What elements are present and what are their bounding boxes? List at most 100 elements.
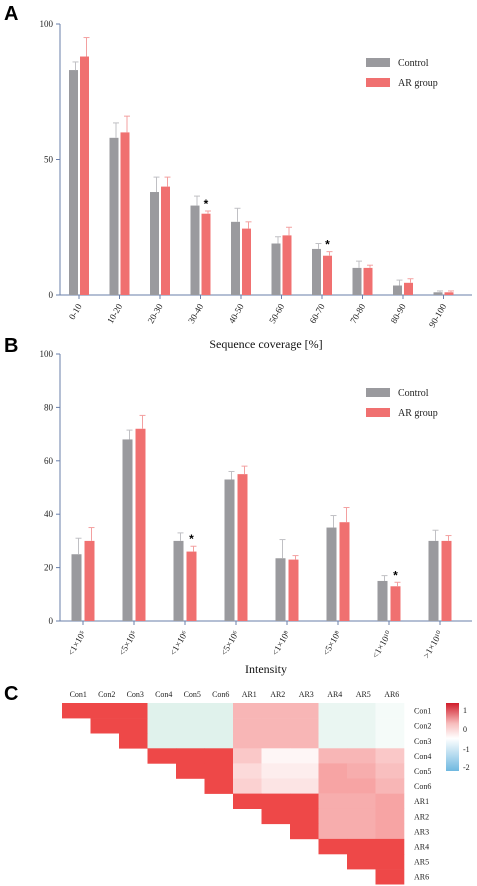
bar-ar: [84, 540, 95, 621]
heatmap-cell: [375, 748, 405, 764]
bar-ar: [80, 56, 89, 295]
heatmap-cell: [318, 823, 348, 840]
x-tick-label: 90-100: [427, 302, 449, 330]
heatmap-cell: [375, 838, 405, 855]
bar-control: [393, 285, 402, 295]
heatmap-cell: [233, 793, 262, 809]
heatmap-cell: [318, 793, 348, 809]
legend-swatch: [366, 388, 390, 397]
heatmap-row-label: Con2: [414, 722, 431, 731]
y-tick-label: 100: [40, 19, 54, 29]
x-tick-label: <1×10⁸: [270, 629, 292, 657]
heatmap-cell: [204, 748, 234, 764]
heatmap-cell: [375, 823, 405, 840]
heatmap-col-label: AR3: [299, 690, 314, 699]
heatmap-cell: [204, 778, 234, 794]
heatmap-row-label: Con5: [414, 767, 431, 776]
colorbar-tick-label: 1: [463, 706, 467, 715]
heatmap-row-label: Con1: [414, 707, 431, 716]
heatmap-cell: [318, 778, 348, 794]
heatmap-cell: [261, 718, 291, 734]
heatmap-col-label: AR2: [270, 690, 285, 699]
legend-swatch: [366, 78, 390, 87]
heatmap-cell: [318, 808, 348, 825]
x-tick-label: 10-20: [105, 302, 124, 326]
bar-control: [190, 205, 200, 295]
heatmap-cell: [290, 823, 319, 840]
heatmap-cell: [176, 718, 205, 734]
bar-ar: [135, 428, 146, 621]
bar-ar: [161, 186, 170, 295]
heatmap-cell: [375, 854, 405, 870]
heatmap-cell: [261, 748, 291, 764]
heatmap-col-label: Con6: [212, 690, 229, 699]
heatmap-cell: [375, 718, 405, 734]
heatmap-col-label: Con5: [184, 690, 201, 699]
bar-control: [312, 248, 321, 295]
heatmap-cell: [233, 733, 262, 749]
heatmap-cell: [90, 703, 120, 719]
heatmap-cell: [318, 763, 348, 779]
bar-ar: [390, 586, 401, 621]
heatmap-cell: [347, 703, 376, 719]
heatmap-cell: [119, 718, 148, 734]
heatmap-cell: [233, 718, 262, 734]
heatmap-cell: [375, 808, 405, 825]
heatmap-cell: [347, 838, 376, 855]
bar-control: [231, 221, 240, 295]
heatmap-cell: [176, 703, 205, 719]
x-axis-title: Intensity: [245, 662, 287, 676]
heatmap-row-label: AR4: [414, 842, 429, 851]
x-tick-label: 70-80: [348, 302, 367, 326]
y-tick-label: 50: [44, 155, 54, 165]
significance-star: *: [204, 197, 209, 211]
heatmap-cell: [233, 703, 262, 719]
heatmap-col-label: AR1: [242, 690, 257, 699]
panel-a-letter: A: [4, 3, 18, 25]
heatmap-cell: [90, 718, 120, 734]
heatmap-col-label: AR5: [356, 690, 371, 699]
heatmap-cell: [261, 703, 291, 719]
bar-ar: [339, 522, 350, 621]
x-tick-label: 60-70: [308, 302, 327, 326]
significance-star: *: [189, 532, 194, 546]
heatmap-cell: [347, 823, 376, 840]
x-tick-label: <5×10⁸: [321, 629, 343, 657]
bar-ar: [323, 255, 332, 295]
heatmap-cell: [375, 869, 405, 885]
heatmap-cell: [290, 763, 319, 779]
bar-ar: [363, 267, 373, 295]
heatmap-col-label: AR6: [384, 690, 399, 699]
heatmap-cell: [347, 854, 376, 870]
heatmap-cell: [204, 718, 234, 734]
heatmap-cell: [318, 733, 348, 749]
bar-control: [377, 580, 388, 621]
bar-ar: [237, 474, 248, 621]
bar-control: [352, 267, 362, 295]
heatmap-cell: [318, 718, 348, 734]
heatmap-cell: [233, 763, 262, 779]
heatmap-cell: [204, 733, 234, 749]
heatmap-row-label: AR1: [414, 797, 429, 806]
heatmap-cell: [147, 718, 177, 734]
bar-ar: [242, 228, 251, 295]
x-tick-label: 80-90: [389, 302, 408, 326]
y-tick-label: 0: [49, 290, 54, 300]
x-tick-label: <5×10⁵: [117, 629, 139, 657]
bar-control: [173, 540, 184, 621]
legend-swatch: [366, 58, 390, 67]
heatmap-col-label: Con2: [98, 690, 115, 699]
heatmap-cell: [347, 778, 376, 794]
heatmap-row-label: Con3: [414, 737, 431, 746]
colorbar-tick-label: -1: [463, 745, 470, 754]
bar-control: [122, 439, 133, 621]
heatmap-cell: [147, 703, 177, 719]
bar-control: [150, 192, 159, 295]
bar-ar: [186, 551, 197, 621]
heatmap-cell: [375, 778, 405, 794]
heatmap-col-label: AR4: [327, 690, 342, 699]
bar-control: [271, 243, 281, 295]
heatmap-cell: [261, 733, 291, 749]
heatmap-cell: [290, 718, 319, 734]
heatmap-cell: [290, 733, 319, 749]
